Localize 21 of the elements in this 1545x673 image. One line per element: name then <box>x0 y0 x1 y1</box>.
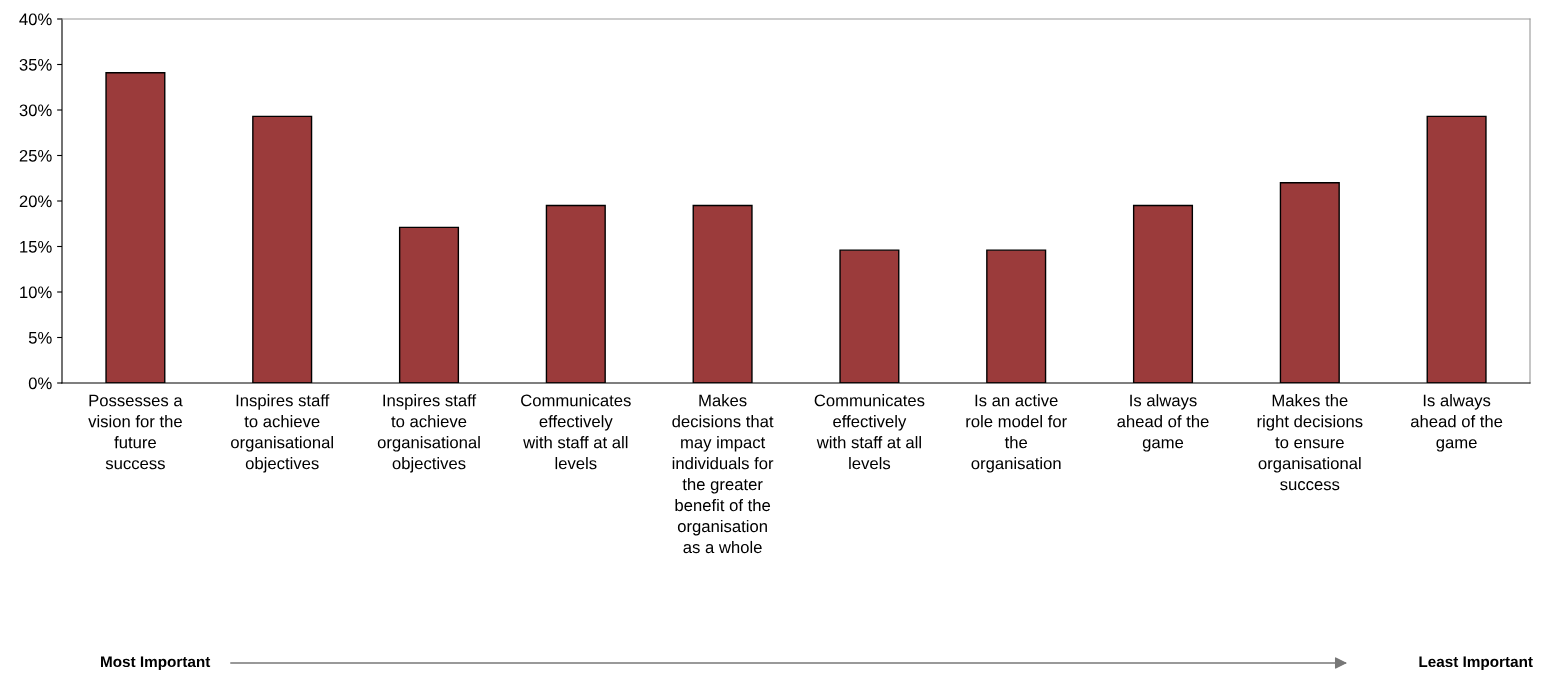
y-tick-label: 40% <box>19 13 52 26</box>
x-tick-label: Makes decisions that may impact individuals for the greater benefit of the organisation as a whole <box>672 394 774 554</box>
y-tick-label: 20% <box>19 195 52 208</box>
y-tick-label: 35% <box>19 58 52 71</box>
y-tick-label: 15% <box>20 240 52 253</box>
x-tick-label: Communicates effectively with staff at all levels <box>814 394 925 470</box>
text: Least Important <box>1419 656 1533 671</box>
x-tick-label: Is always ahead of the game <box>1410 394 1503 452</box>
x-tick-label: Makes the right decisions to ensure organisational success <box>1257 394 1363 491</box>
y-tick-label: 0% <box>28 377 52 390</box>
y-tick-label: 30% <box>19 104 52 117</box>
x-tick-label: Communicates effectively with staff at all levels <box>521 394 631 470</box>
text: Most Important <box>101 656 211 671</box>
y-tick-label: 5% <box>28 331 52 344</box>
x-tick-label: Is an active role model for the organisation <box>966 394 1067 473</box>
y-tick-label: 10% <box>20 286 52 299</box>
y-tick-label: 25% <box>19 149 52 162</box>
x-tick-label: Inspires staff to achieve organisational objectives <box>377 394 480 473</box>
x-tick-label: Inspires staff to achieve organisational objectives <box>231 394 333 473</box>
x-tick-label: Is always ahead of the game <box>1117 394 1209 452</box>
x-tick-label: Possesses a vision for the future success <box>88 394 183 470</box>
